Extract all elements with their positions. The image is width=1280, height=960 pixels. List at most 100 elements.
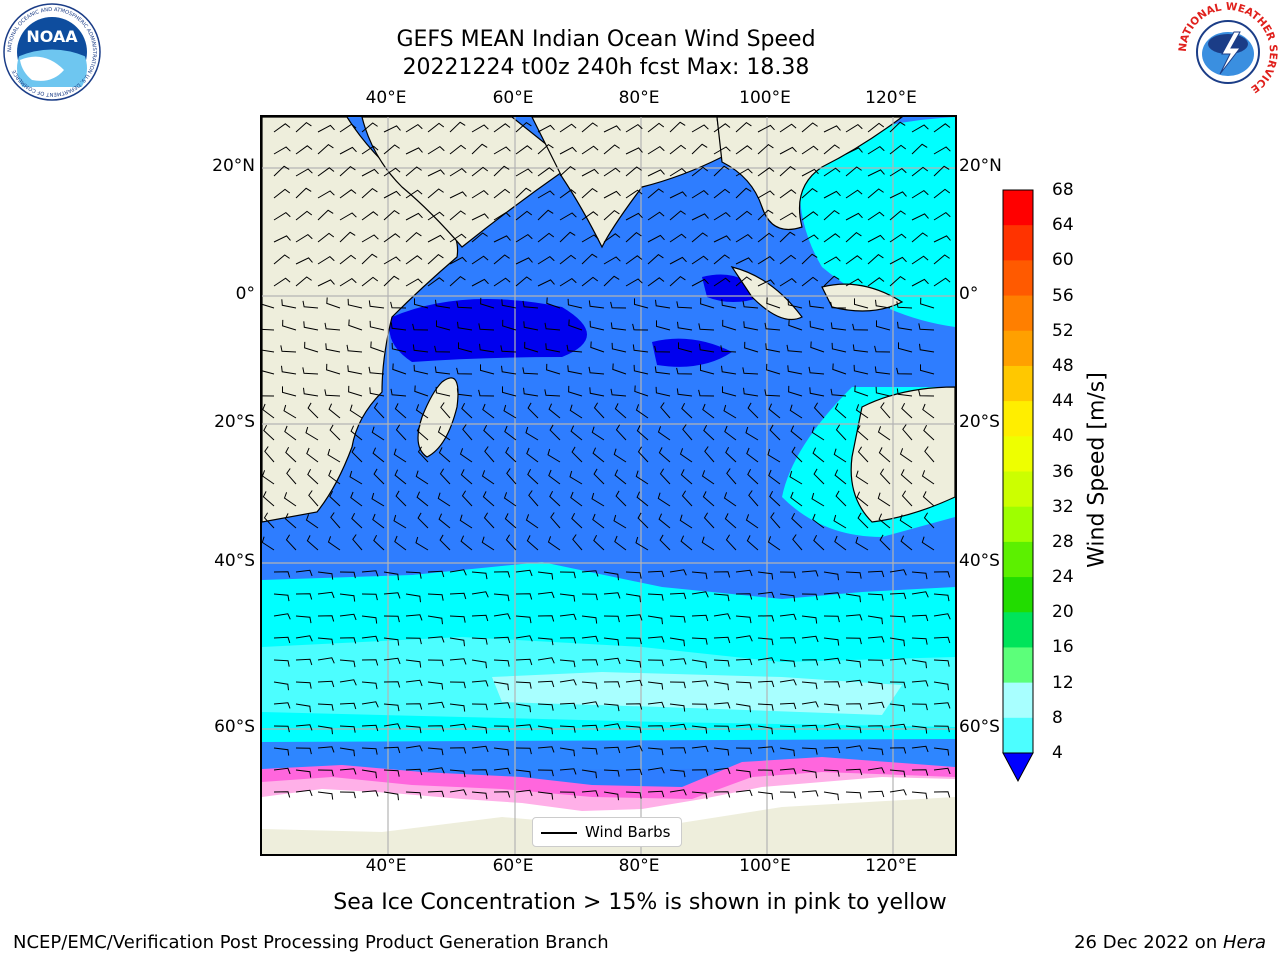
wind-barb <box>371 426 385 441</box>
wind-barb <box>691 703 708 711</box>
wind-barb <box>405 659 422 668</box>
wind-barb <box>757 746 775 753</box>
wind-barb <box>669 275 686 287</box>
wind-barb <box>329 424 341 441</box>
wind-barb <box>757 725 773 735</box>
wind-barb <box>434 366 451 375</box>
wind-barb <box>823 275 840 287</box>
wind-barb <box>273 165 290 177</box>
wind-barb <box>713 165 730 177</box>
wind-barb <box>702 403 715 419</box>
wind-barb <box>867 615 883 625</box>
wind-barb <box>625 571 642 579</box>
wind-barb <box>537 255 555 265</box>
wind-barb <box>449 256 467 265</box>
wind-barb <box>835 424 847 441</box>
wind-barb <box>581 724 599 732</box>
wind-barb <box>845 593 861 603</box>
wind-barb <box>669 210 686 221</box>
wind-barb <box>659 534 671 551</box>
wind-barb <box>735 187 752 199</box>
wind-barb <box>412 344 429 353</box>
wind-barb <box>625 659 642 668</box>
wind-barb <box>383 769 400 777</box>
wind-barb <box>735 257 753 265</box>
wind-barb <box>875 386 891 397</box>
wind-barb <box>876 320 891 331</box>
colorbar-tick-label: 48 <box>1052 355 1074 376</box>
wind-barb <box>899 514 913 529</box>
wind-barb <box>550 512 561 529</box>
wind-barb <box>713 211 731 221</box>
wind-barb <box>723 492 737 507</box>
wind-barb <box>757 657 775 664</box>
wind-barb <box>522 367 539 375</box>
wind-barb <box>911 637 928 645</box>
wind-barb <box>779 571 796 579</box>
wind-barb <box>493 791 511 798</box>
wind-barb <box>625 745 643 752</box>
wind-barb <box>779 768 797 775</box>
wind-barb <box>471 725 488 734</box>
wind-barb <box>735 276 752 287</box>
wind-barb <box>735 724 753 731</box>
wind-barb <box>698 389 715 397</box>
wind-barb <box>449 191 467 199</box>
wind-barb <box>856 425 869 441</box>
wind-barb <box>889 789 907 796</box>
wind-barb <box>669 121 686 133</box>
wind-barb <box>878 447 891 463</box>
wind-barb <box>867 188 884 199</box>
wind-barb <box>273 188 291 199</box>
wind-barb <box>911 614 929 622</box>
wind-barb <box>878 513 891 529</box>
wind-barb <box>779 747 795 757</box>
colorbar <box>1000 188 1040 783</box>
wind-barb <box>856 491 869 507</box>
wind-barb <box>457 321 473 331</box>
wind-barb <box>559 165 576 177</box>
wind-barb <box>889 275 906 287</box>
colorbar-swatch <box>1003 365 1033 402</box>
wind-barb <box>845 768 863 776</box>
wind-barb <box>373 534 385 551</box>
wind-barb <box>295 681 312 689</box>
wind-barb <box>743 321 759 331</box>
wind-barb <box>567 298 583 309</box>
wind-barb <box>801 593 818 601</box>
wind-barb <box>405 123 423 133</box>
wind-barb <box>537 591 555 599</box>
wind-barb <box>603 791 619 801</box>
wind-barb <box>724 513 737 529</box>
wind-barb <box>874 345 891 353</box>
wind-barb <box>537 680 555 688</box>
wind-barb <box>305 426 319 441</box>
wind-barb <box>591 426 605 441</box>
wind-barb <box>339 571 356 579</box>
wind-barb <box>889 615 906 623</box>
wind-barb <box>603 167 621 177</box>
wind-barb <box>669 615 686 623</box>
wind-barb <box>768 403 781 419</box>
wind-barb <box>725 534 737 551</box>
wind-barb <box>788 319 803 331</box>
wind-barb <box>757 703 774 711</box>
wind-barb <box>742 367 759 375</box>
wind-barb <box>823 190 841 199</box>
wind-barb <box>724 425 737 441</box>
wind-barb <box>911 213 929 221</box>
wind-barb <box>757 124 775 133</box>
wind-barb <box>459 448 473 463</box>
wind-barb <box>502 386 517 397</box>
wind-barb <box>911 769 929 776</box>
wind-barb <box>647 570 665 578</box>
wind-barb <box>855 404 869 419</box>
wind-barb <box>273 636 291 644</box>
wind-barb <box>933 791 951 798</box>
wind-barb <box>439 468 451 485</box>
wind-barb <box>920 297 935 309</box>
wind-barb <box>879 468 891 485</box>
wind-barb <box>284 425 297 441</box>
wind-barb <box>394 469 407 485</box>
wind-barb <box>537 746 555 753</box>
